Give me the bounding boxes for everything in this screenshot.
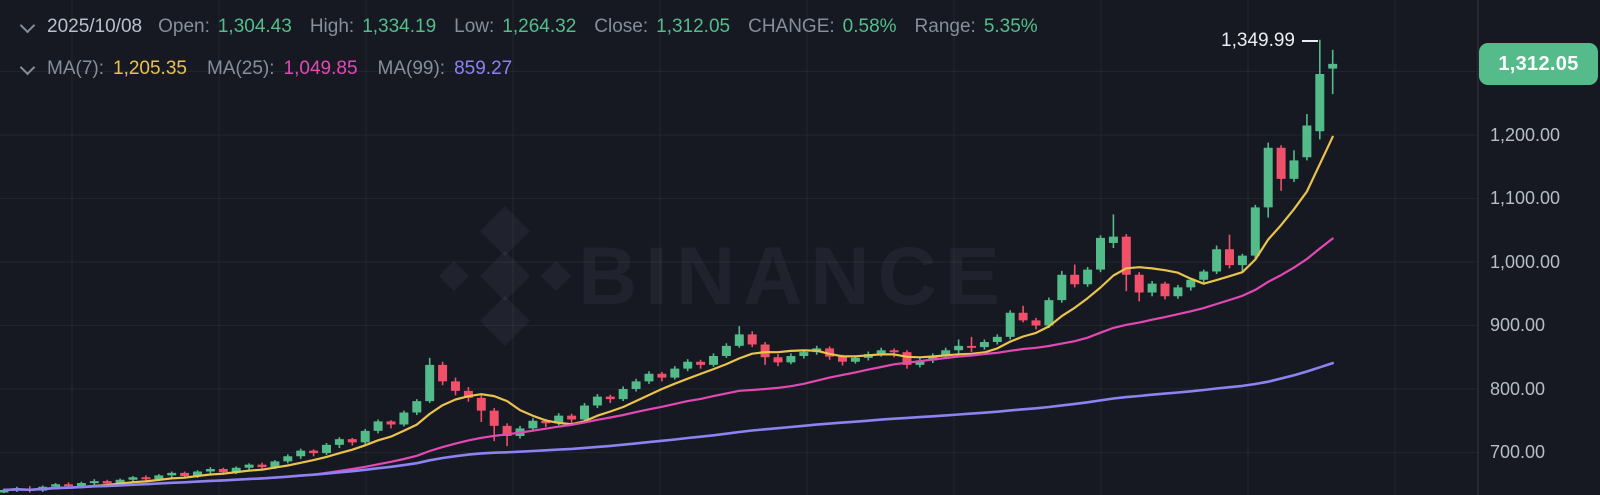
ma-legend: MA(7): 1,205.35 MA(25): 1,049.85 MA(99):… xyxy=(19,58,532,80)
ma99-value: 859.27 xyxy=(454,58,513,79)
axis-tick-800: 800.00 xyxy=(1490,379,1546,399)
axis-tick-1100: 1,100.00 xyxy=(1490,188,1561,208)
axis-tick-700: 700.00 xyxy=(1490,442,1546,462)
open-value: 1,304.43 xyxy=(217,16,292,37)
close-value: 1,312.05 xyxy=(656,16,731,37)
open-label: Open: xyxy=(158,16,210,37)
high-label: High: xyxy=(309,16,355,37)
high-value: 1,334.19 xyxy=(362,16,437,37)
change-value: 0.58% xyxy=(842,16,897,37)
candle-date: 2025/10/08 xyxy=(47,16,143,37)
ma99-line xyxy=(2,361,1334,492)
high-annotation: 1,349.99 xyxy=(1221,30,1318,52)
axis-tick-1000: 1,000.00 xyxy=(1490,252,1561,272)
high-annotation-pointer-line xyxy=(1302,40,1318,42)
range-value: 5.35% xyxy=(983,16,1038,37)
ma25-value: 1,049.85 xyxy=(283,58,358,79)
ohlc-legend: 2025/10/08 Open: 1,304.43 High: 1,334.19… xyxy=(19,16,1056,38)
low-label: Low: xyxy=(454,16,495,37)
candles-layer xyxy=(0,39,1338,494)
ma25-label: MA(25): xyxy=(206,58,275,79)
axis-tick-900: 900.00 xyxy=(1490,315,1546,335)
axis-tick-1200: 1,200.00 xyxy=(1490,125,1561,145)
low-value: 1,264.32 xyxy=(502,16,577,37)
ma7-label: MA(7): xyxy=(47,58,104,79)
binance-watermark-logo: BINANCE xyxy=(439,206,1008,346)
close-label: Close: xyxy=(594,16,649,37)
ma7-value: 1,205.35 xyxy=(113,58,187,79)
high-annotation-value: 1,349.99 xyxy=(1221,30,1295,51)
change-label: CHANGE: xyxy=(748,16,835,37)
grid-lines xyxy=(0,0,1478,495)
binance-watermark-text: BINANCE xyxy=(578,231,1008,322)
last-price-badge: 1,312.05 xyxy=(1479,43,1598,85)
ma7-line xyxy=(2,135,1334,492)
chevron-down-icon[interactable] xyxy=(19,59,36,75)
chevron-down-icon[interactable] xyxy=(19,17,36,33)
ma99-label: MA(99): xyxy=(377,58,446,79)
range-label: Range: xyxy=(914,16,976,37)
